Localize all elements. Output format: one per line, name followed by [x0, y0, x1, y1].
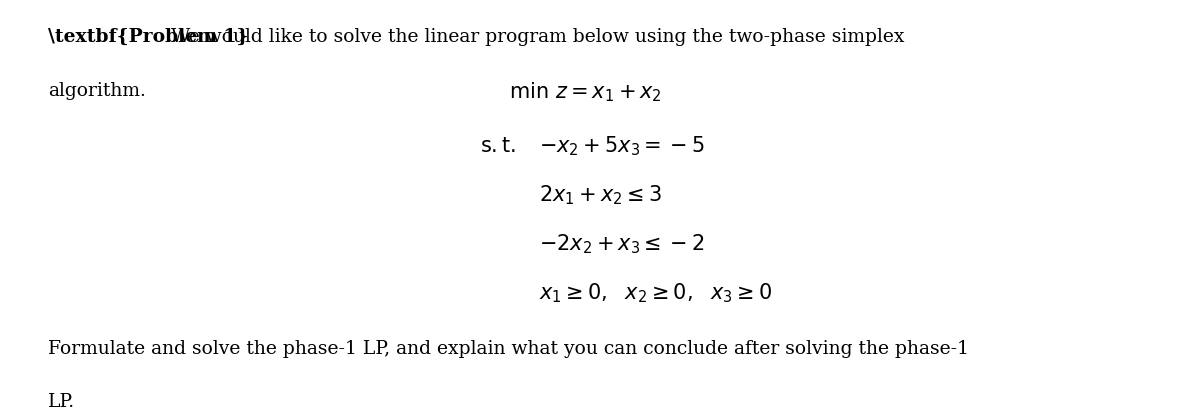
Text: Formulate and solve the phase-1 LP, and explain what you can conclude after solv: Formulate and solve the phase-1 LP, and … [48, 339, 970, 357]
Text: We would like to solve the linear program below using the two-phase simplex: We would like to solve the linear progra… [170, 28, 905, 46]
Text: $\mathrm{s.t.}$: $\mathrm{s.t.}$ [480, 137, 516, 155]
Text: LP.: LP. [48, 392, 76, 409]
Text: algorithm.: algorithm. [48, 82, 146, 100]
Text: $\mathrm{min}\ z = x_1 + x_2$: $\mathrm{min}\ z = x_1 + x_2$ [510, 80, 662, 103]
Text: \textbf{Problem 1}: \textbf{Problem 1} [48, 28, 248, 46]
Text: $2x_1 + x_2 \leq 3$: $2x_1 + x_2 \leq 3$ [539, 183, 661, 207]
Text: $-2x_2 + x_3 \leq -2$: $-2x_2 + x_3 \leq -2$ [539, 232, 704, 256]
Text: $x_1 \geq 0,\ \ x_2 \geq 0,\ \ x_3 \geq 0$: $x_1 \geq 0,\ \ x_2 \geq 0,\ \ x_3 \geq … [539, 281, 773, 304]
Text: $-x_2 + 5x_3 = -5$: $-x_2 + 5x_3 = -5$ [539, 134, 704, 158]
